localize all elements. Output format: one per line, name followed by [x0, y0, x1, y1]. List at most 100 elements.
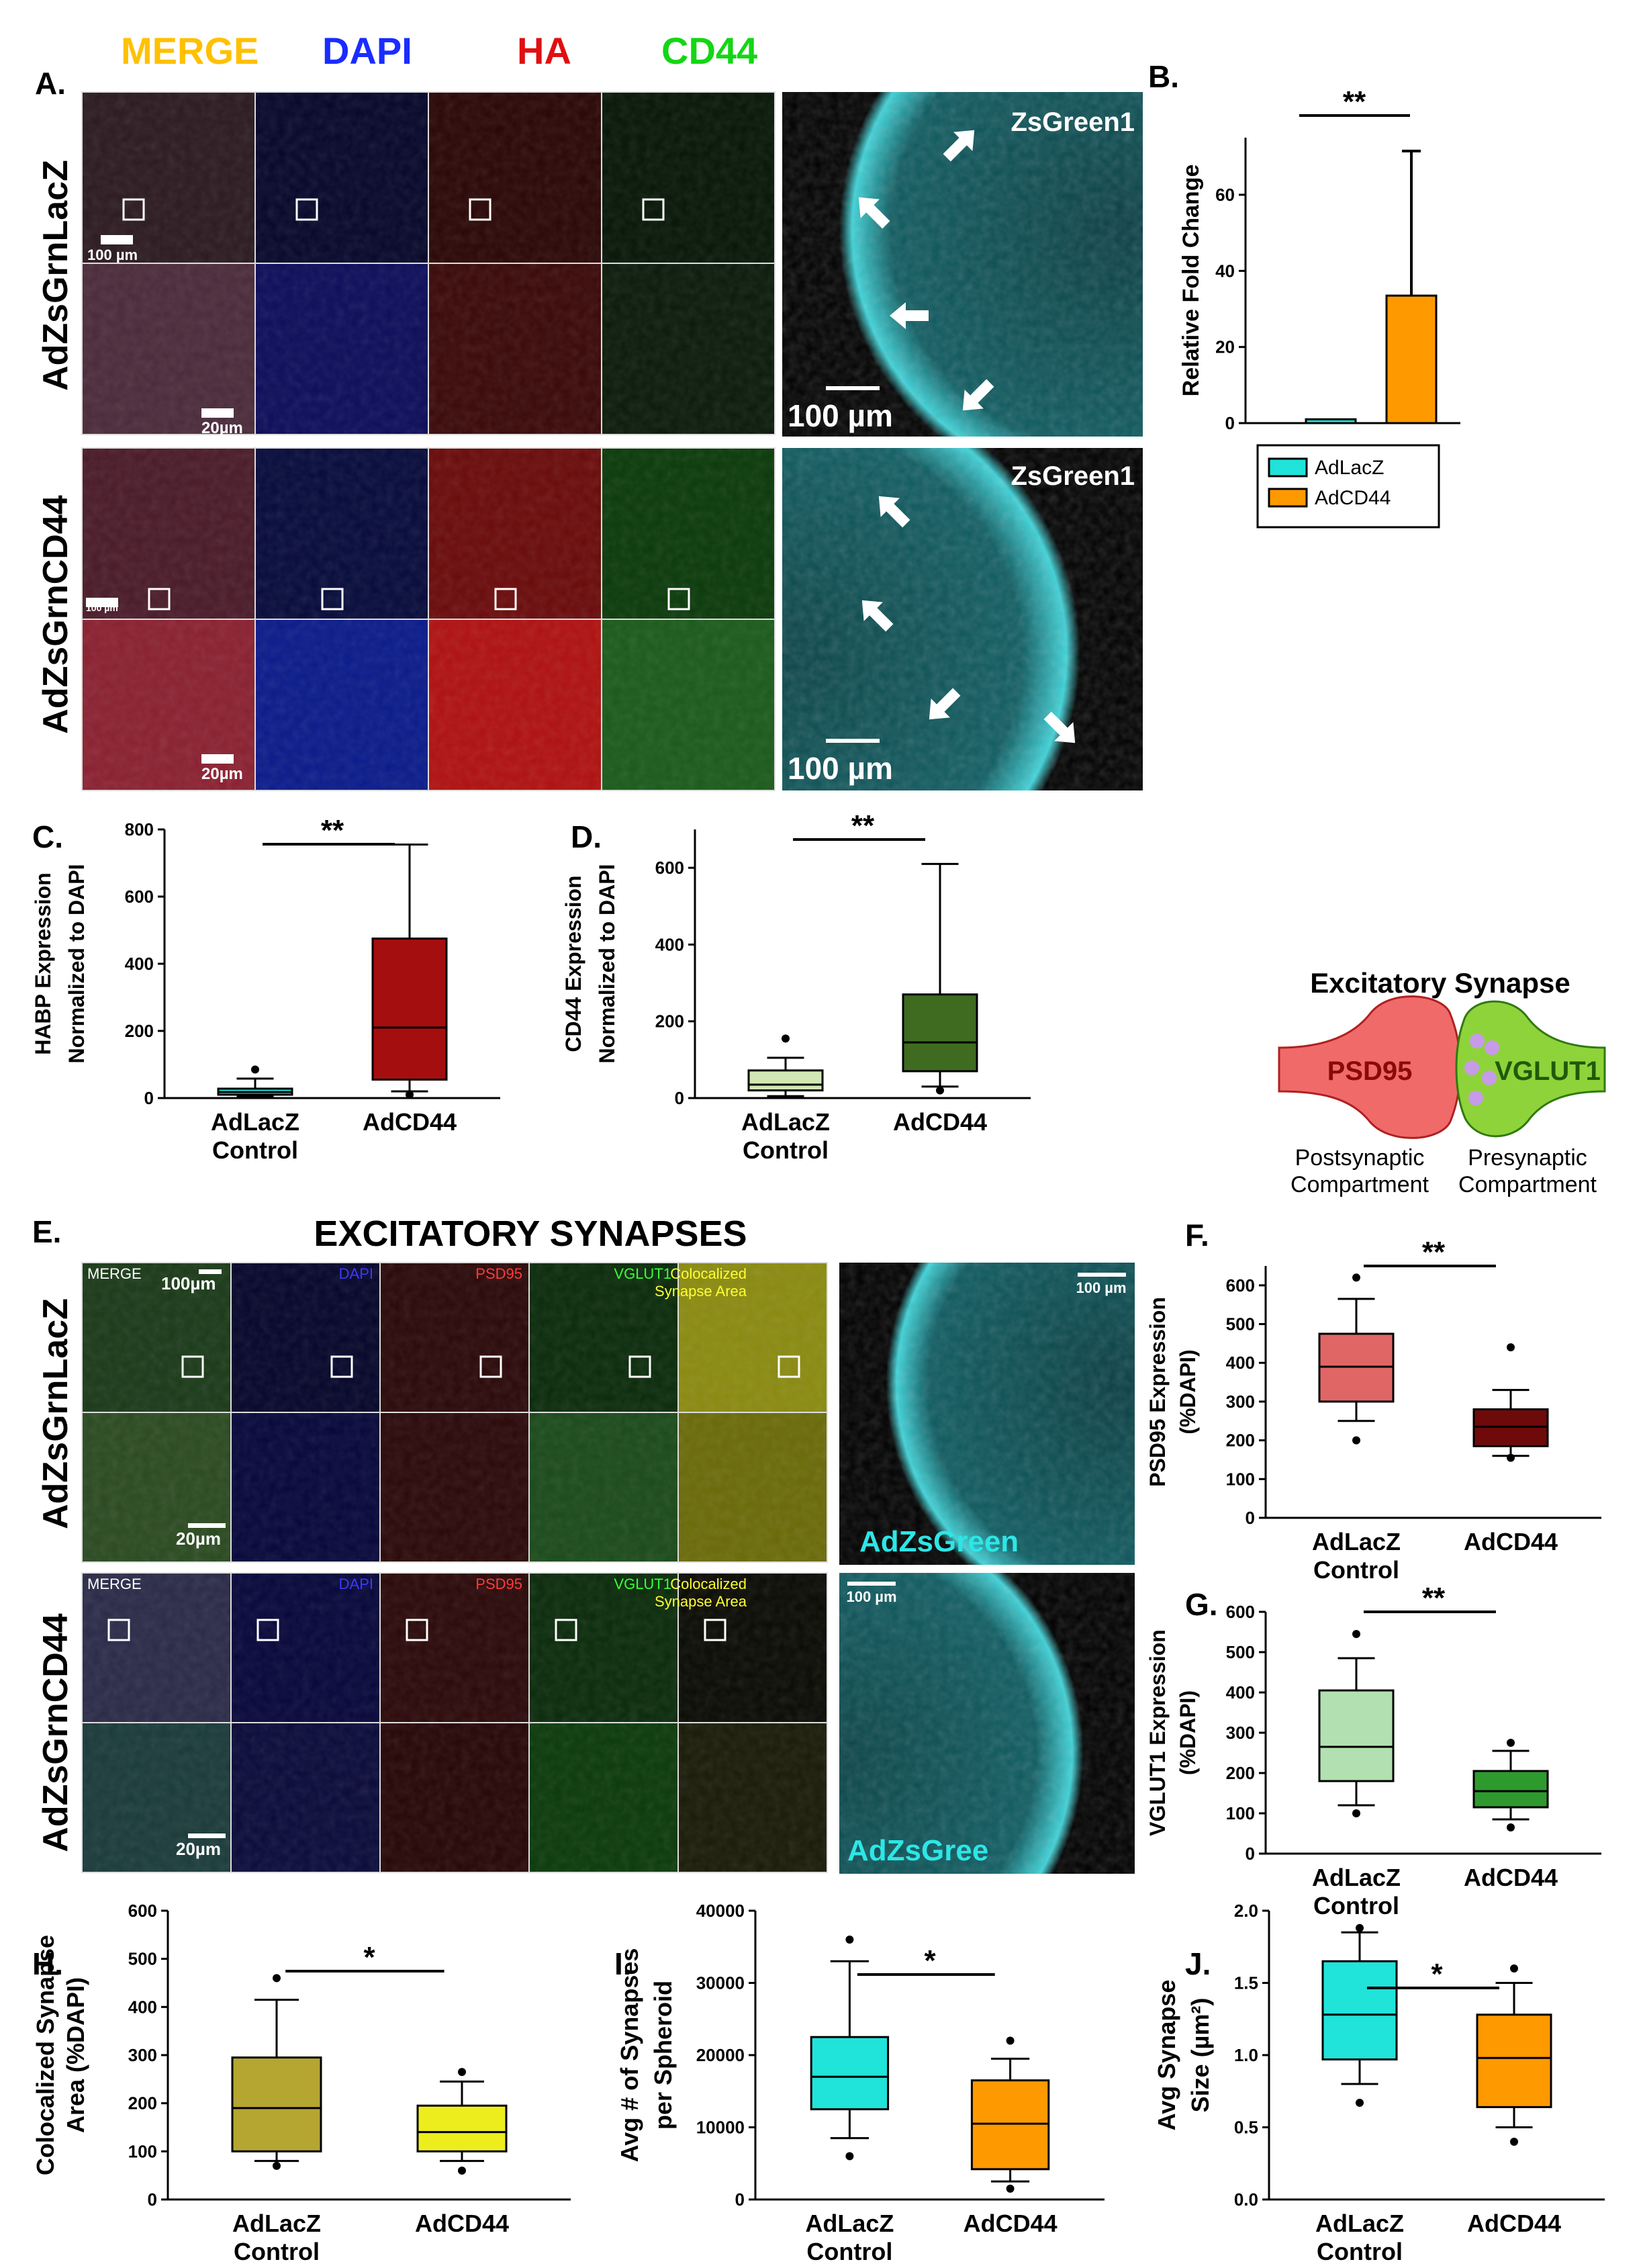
- vesicle: [1464, 1060, 1479, 1075]
- scale-bar: [188, 1523, 226, 1528]
- zoom-box: [107, 1619, 130, 1641]
- micrograph-texture: [231, 1263, 380, 1412]
- channel-label: MERGE: [87, 1265, 142, 1282]
- arrow-icon: [861, 600, 894, 632]
- channel-cd44: CD44: [661, 30, 757, 72]
- scale-bar-label: 20µm: [201, 765, 243, 783]
- y-axis-label: (%DAPI): [1176, 1349, 1200, 1434]
- zoom-box: [256, 1619, 279, 1641]
- significance-label: **: [321, 814, 344, 847]
- tile-border: [601, 263, 776, 435]
- zoom-box: [704, 1619, 726, 1641]
- significance-label: *: [1431, 1958, 1443, 1991]
- x-tick-label: AdCD44: [363, 1108, 457, 1136]
- channel-label: PSD95: [475, 1265, 522, 1282]
- y-tick-label: 20000: [696, 2045, 745, 2065]
- x-tick-label: Control: [743, 1136, 829, 1164]
- arrow-icon: [890, 302, 929, 329]
- micrograph-texture: [231, 1723, 380, 1872]
- zsgreen-label-e2: AdZsGree: [847, 1834, 988, 1867]
- legend-label: AdCD44: [1315, 487, 1391, 509]
- arrow-icon: [943, 130, 975, 162]
- significance-label: *: [363, 1941, 375, 1974]
- vesicle: [1482, 1071, 1497, 1085]
- chart-c: 0 200 400 600 800 HABP Expression Normalized t…: [31, 814, 500, 1164]
- chart-h: 0 100 200 300 400 500 600 Colocalized Synapse Ar…: [32, 1901, 571, 2265]
- outlier-point: [273, 1974, 281, 1983]
- x-tick-label: AdCD44: [893, 1108, 987, 1136]
- x-tick-label: AdCD44: [415, 2210, 509, 2237]
- zoom-box: [642, 198, 665, 221]
- y-tick-label: 1.5: [1234, 1973, 1258, 1993]
- channel-label: PSD95: [475, 1576, 522, 1592]
- outlier-point: [273, 2161, 281, 2170]
- zoom-box: [667, 588, 690, 610]
- vglut1-shape: [1455, 1000, 1606, 1138]
- significance-label: **: [1422, 1582, 1446, 1615]
- arrow-icon: [858, 197, 890, 229]
- y-tick-label: 30000: [696, 1973, 745, 1993]
- y-axis-label: Colocalized Synapse: [32, 1935, 59, 2175]
- micrograph-texture: [602, 92, 775, 263]
- y-axis-label: VGLUT1 Expression: [1145, 1629, 1170, 1836]
- outlier-point: [458, 2167, 466, 2175]
- scale-bar-label-a2: 100 µm: [788, 751, 893, 786]
- y-tick-label: 0.0: [1234, 2189, 1258, 2210]
- y-tick-label: 800: [125, 819, 154, 840]
- y-tick-label: 0: [1246, 1844, 1255, 1864]
- y-tick-label: 0.5: [1234, 2118, 1258, 2138]
- significance-label: **: [851, 809, 875, 842]
- outlier-point: [1356, 2098, 1364, 2107]
- y-tick-label: 200: [655, 1011, 684, 1032]
- zsgreen-label-2: ZsGreen1: [1011, 461, 1135, 491]
- scale-bar-label: 100 µm: [87, 246, 138, 263]
- y-axis-label: Avg Synapse: [1153, 1980, 1180, 2131]
- zsgreen-image-e-lacz: 100 µm AdZsGreen: [839, 1263, 1135, 1565]
- x-tick-label: AdLacZ: [211, 1108, 299, 1136]
- panel-letter-c: C.: [32, 819, 63, 854]
- chart-g: 0 100 200 300 400 500 600 VGLUT1 Expression (%DA…: [1145, 1582, 1601, 1919]
- y-axis-label: Size (µm²): [1186, 1998, 1214, 2113]
- panel-letter-a: A.: [35, 66, 66, 101]
- channel-label: VGLUT1: [614, 1576, 671, 1592]
- micrograph-texture: [529, 1723, 678, 1872]
- row-label-cd44: AdZsGrnCD44: [36, 495, 75, 733]
- box: [416, 2104, 508, 2152]
- bar: [1385, 294, 1438, 424]
- y-tick-label: 400: [1226, 1682, 1255, 1703]
- y-tick-label: 200: [128, 2093, 157, 2114]
- zoom-box: [479, 1355, 502, 1378]
- row-label-lacz: AdZsGrnLacZ: [36, 160, 75, 391]
- arrow-icon: [962, 379, 994, 411]
- micrograph-texture: [678, 1263, 827, 1412]
- box: [970, 2079, 1050, 2171]
- chart-d: 0 200 400 600 CD44 Expression Normalized to D…: [561, 809, 1031, 1164]
- panel-letter-f: F.: [1185, 1218, 1209, 1253]
- y-tick-label: 0: [735, 2189, 745, 2210]
- significance-label: *: [924, 1944, 936, 1977]
- bar: [1305, 418, 1357, 424]
- diagram-post-2: Compartment: [1290, 1172, 1429, 1197]
- y-tick-label: 60: [1215, 185, 1235, 205]
- outlier-point: [845, 1936, 854, 1944]
- zoom-box: [321, 588, 344, 610]
- y-axis-label: Relative Fold Change: [1178, 165, 1204, 397]
- x-tick-label: AdLacZ: [232, 2210, 321, 2237]
- row-label-e-cd44: AdZsGrnCD44: [36, 1613, 75, 1852]
- x-tick-label: Control: [1313, 1892, 1399, 1919]
- panel-letter-b: B.: [1148, 59, 1179, 94]
- arrow-icon: [929, 688, 961, 720]
- y-tick-label: 500: [1226, 1642, 1255, 1662]
- arrow-icon: [1043, 711, 1076, 743]
- micrograph-texture: [529, 1263, 678, 1412]
- zoom-box: [181, 1355, 204, 1378]
- zoom-box: [122, 198, 145, 221]
- box: [747, 1069, 824, 1092]
- outlier-point: [1507, 1343, 1515, 1352]
- outlier-point: [251, 1065, 259, 1074]
- diagram-post-1: Postsynaptic: [1295, 1145, 1425, 1171]
- zsgreen-label-1: ZsGreen1: [1011, 107, 1135, 137]
- micrograph-texture: [82, 263, 255, 435]
- micrograph-texture: [428, 92, 602, 263]
- zoom-box: [494, 588, 517, 610]
